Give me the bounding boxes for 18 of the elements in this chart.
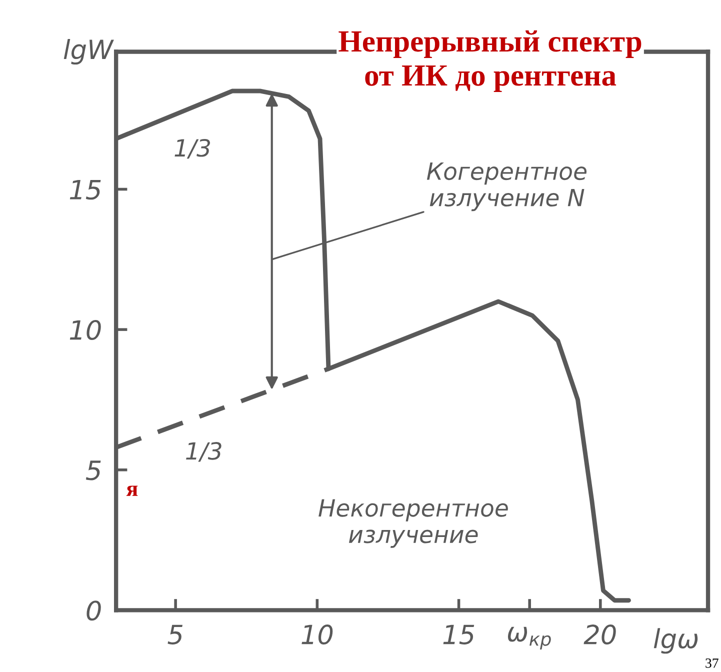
annotation: 1/3 — [186, 442, 222, 462]
y-axis-title: lgW — [64, 38, 114, 65]
annotation: Когерентное излучение N — [426, 162, 587, 212]
annotation: я — [126, 486, 138, 496]
text: 37 — [706, 658, 718, 668]
y-tick-label: 5 — [86, 460, 101, 480]
x-tick-label: ω$_{кр}$ — [508, 626, 551, 650]
x-tick-label: 15 — [443, 624, 474, 644]
annotation: Некогерентное излучение — [318, 499, 508, 548]
x-tick-label: 5 — [168, 624, 182, 644]
y-tick-label: 10 — [70, 320, 101, 340]
y-tick-label: 15 — [70, 180, 101, 200]
chart-title: Непрерывный спектр от ИК до рентгена — [338, 30, 642, 92]
x-axis-title: lgω — [654, 628, 698, 654]
annotation: 1/3 — [174, 138, 210, 159]
x-tick-label: 20 — [584, 624, 616, 644]
x-tick-label: 10 — [302, 624, 333, 644]
y-tick-label: 0 — [86, 600, 101, 621]
